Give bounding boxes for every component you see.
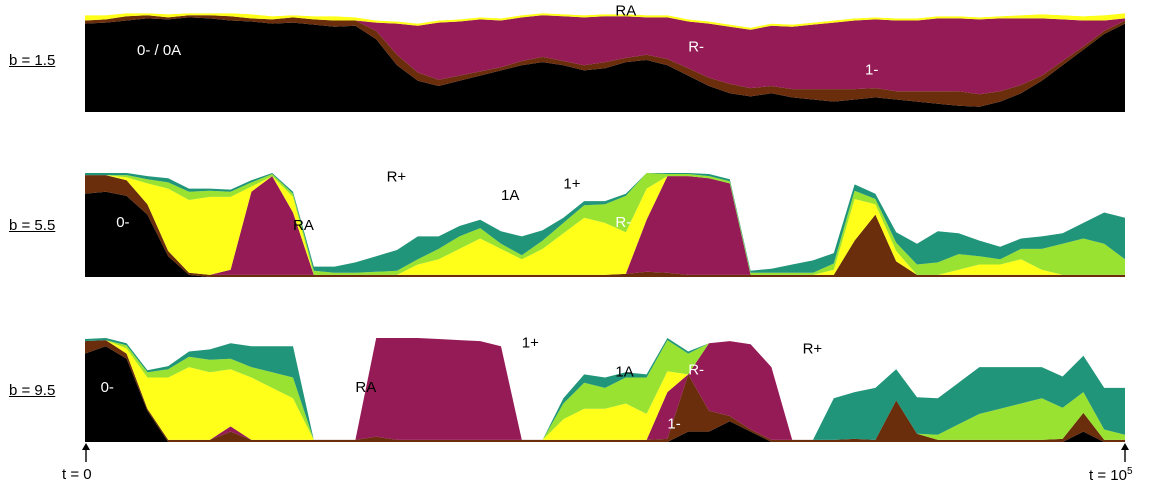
t0-arrow-icon <box>82 443 90 462</box>
time-end-exponent: 5 <box>1126 466 1133 477</box>
strip-chart-b55: 0- R+ 1A 1+ RA R- 1- <box>85 168 1125 277</box>
panel-label-b95: b = 9.5 <box>9 382 56 399</box>
region-label: 0- / 0A <box>137 42 181 59</box>
region-label: R- <box>688 361 704 378</box>
area-0-0A <box>85 17 1125 112</box>
area-1- <box>85 338 1125 440</box>
region-label: R+ <box>803 341 823 358</box>
tend-arrow-icon <box>1121 443 1129 462</box>
area-R- <box>85 338 1125 440</box>
panel-label-b55: b = 5.5 <box>9 217 56 234</box>
area-1- <box>85 175 1125 277</box>
region-label: 0- <box>116 214 129 231</box>
panel-label-b15: b = 1.5 <box>9 52 56 69</box>
area-1A <box>85 338 1125 440</box>
area-1A <box>85 13 1125 30</box>
time-end-base: t = 10 <box>1089 467 1127 484</box>
area-1- <box>85 173 1125 275</box>
region-label: R- <box>688 39 704 56</box>
area-RA <box>85 8 1125 28</box>
region-label: RA <box>615 2 636 19</box>
time-start-label: t = 0 <box>62 466 92 483</box>
region-label: 1- <box>667 415 680 432</box>
strip-chart-b95: 0- RA 1+ 1A R- 1- R+ <box>85 334 1125 442</box>
region-label: R+ <box>387 168 407 185</box>
region-label: R- <box>615 214 631 231</box>
region-label: 1+ <box>522 334 539 351</box>
region-label: 1- <box>761 250 774 267</box>
region-label: 1- <box>865 62 878 79</box>
area-R- <box>85 175 1125 275</box>
area-R- <box>85 15 1125 95</box>
time-end-label: t = 105 <box>1089 466 1133 484</box>
strip-chart-b15: 0- / 0A RA R- 1- <box>85 2 1125 112</box>
region-label: RA <box>293 217 314 234</box>
region-label: 1A <box>501 187 519 204</box>
region-label: 0- <box>101 379 114 396</box>
area-1A <box>85 175 1125 275</box>
region-label: 1A <box>615 363 633 380</box>
region-label: 1+ <box>563 176 580 193</box>
region-label: RA <box>355 379 376 396</box>
